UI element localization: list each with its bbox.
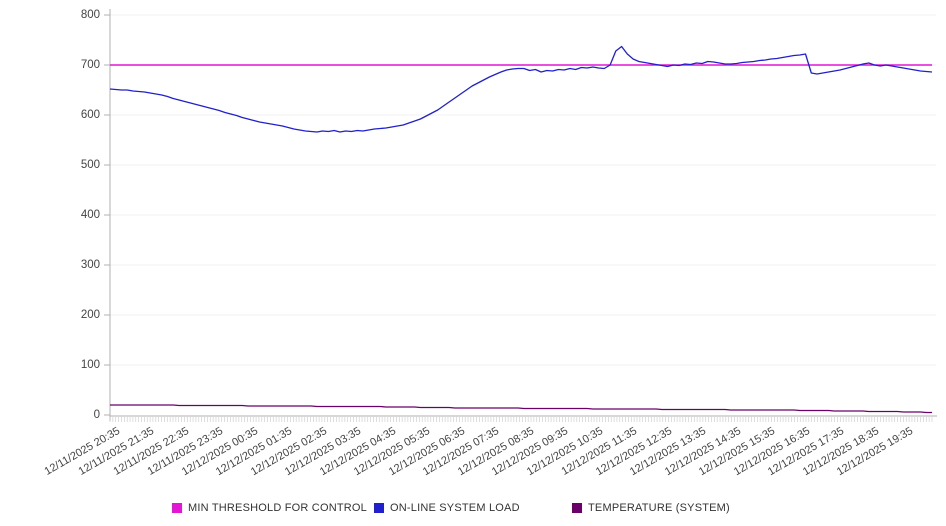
series-line-1	[109, 45, 933, 133]
y-axis-tick-label: 800	[80, 9, 100, 21]
legend-item-min-threshold[interactable]: MIN THRESHOLD FOR CONTROL	[172, 501, 367, 515]
y-axis-tick-label: 300	[80, 259, 100, 271]
plot-area	[104, 9, 937, 422]
series-line-2	[110, 404, 932, 414]
y-axis-tick-label: 0	[93, 409, 100, 421]
y-axis-tick-label: 400	[80, 209, 100, 221]
y-axis-tick-label: 600	[80, 109, 100, 121]
chart-legend: MIN THRESHOLD FOR CONTROL ON-LINE SYSTEM…	[0, 501, 946, 517]
y-axis-tick-label: 500	[80, 159, 100, 171]
y-axis-tick-label: 100	[80, 359, 100, 371]
legend-label: TEMPERATURE (SYSTEM)	[588, 502, 730, 514]
online-system-load-swatch-icon	[374, 503, 384, 513]
y-axis-tick-label: 200	[80, 309, 100, 321]
temperature-swatch-icon	[572, 503, 582, 513]
legend-item-online-system-load[interactable]: ON-LINE SYSTEM LOAD	[374, 501, 520, 515]
legend-label: ON-LINE SYSTEM LOAD	[390, 502, 520, 514]
legend-label: MIN THRESHOLD FOR CONTROL	[188, 502, 367, 514]
min-threshold-swatch-icon	[172, 503, 182, 513]
legend-item-temperature[interactable]: TEMPERATURE (SYSTEM)	[572, 501, 730, 515]
y-axis-tick-label: 700	[80, 59, 100, 71]
